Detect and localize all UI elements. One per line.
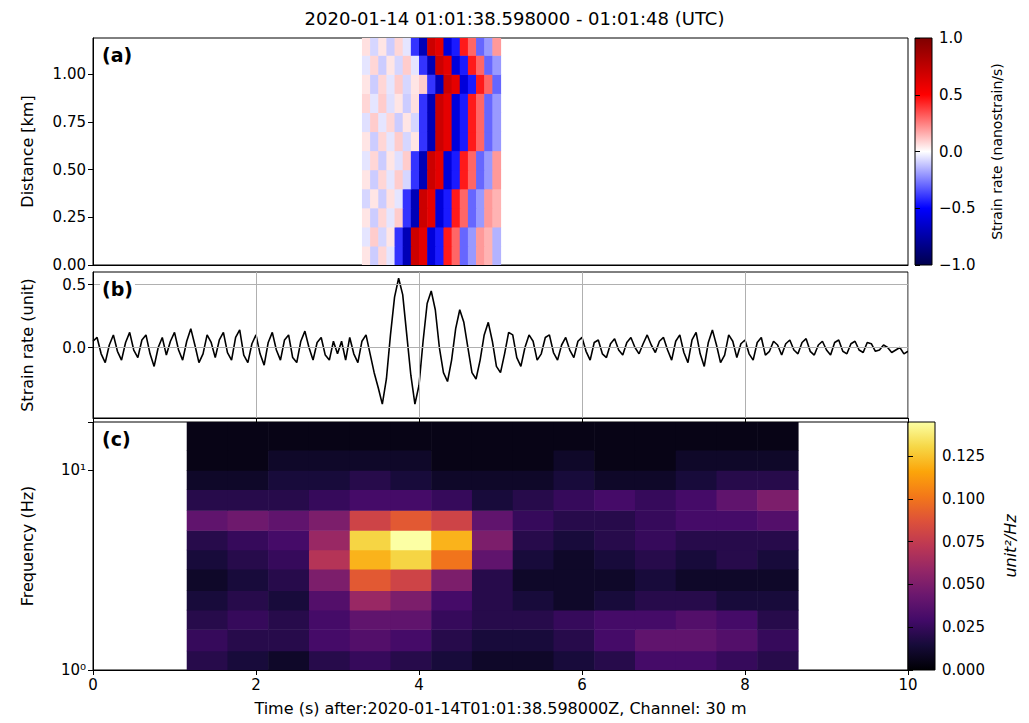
svg-text:10: 10	[898, 676, 917, 694]
svg-text:10¹: 10¹	[61, 461, 86, 479]
svg-text:Strain rate (nanostrain/s): Strain rate (nanostrain/s)	[989, 63, 1005, 240]
svg-text:0.0: 0.0	[939, 143, 963, 161]
svg-text:4: 4	[414, 676, 424, 694]
svg-text:2020-01-14 01:01:38.598000 - 0: 2020-01-14 01:01:38.598000 - 01:01:48 (U…	[305, 8, 725, 29]
svg-text:0.075: 0.075	[942, 533, 985, 551]
svg-text:0.50: 0.50	[53, 161, 86, 179]
svg-text:6: 6	[577, 676, 587, 694]
svg-text:0.000: 0.000	[942, 661, 985, 679]
svg-text:0.5: 0.5	[62, 276, 86, 294]
svg-text:unit²/Hz: unit²/Hz	[1001, 514, 1020, 578]
svg-text:0.125: 0.125	[942, 447, 985, 465]
svg-text:Time (s) after:2020-01-14T01:0: Time (s) after:2020-01-14T01:01:38.59800…	[253, 699, 746, 718]
svg-text:Strain rate (unit): Strain rate (unit)	[18, 278, 37, 412]
svg-text:0.025: 0.025	[942, 618, 985, 636]
svg-text:10⁰: 10⁰	[61, 661, 86, 679]
svg-text:0.5: 0.5	[939, 86, 963, 104]
svg-text:Distance [km]: Distance [km]	[18, 95, 37, 207]
svg-text:0.100: 0.100	[942, 490, 985, 508]
svg-text:0.25: 0.25	[53, 208, 86, 226]
svg-text:1.00: 1.00	[53, 65, 86, 83]
svg-text:(c): (c)	[102, 428, 131, 450]
svg-text:0.75: 0.75	[53, 113, 86, 131]
svg-text:−1.0: −1.0	[939, 256, 975, 274]
svg-text:2: 2	[251, 676, 261, 694]
svg-text:(a): (a)	[102, 44, 132, 66]
svg-text:−0.5: −0.5	[939, 199, 975, 217]
svg-text:0: 0	[88, 676, 98, 694]
svg-text:(b): (b)	[102, 278, 133, 300]
svg-text:0.00: 0.00	[53, 256, 86, 274]
svg-text:Frequency (Hz): Frequency (Hz)	[18, 486, 37, 607]
svg-text:8: 8	[740, 676, 750, 694]
svg-text:0.050: 0.050	[942, 575, 985, 593]
svg-text:1.0: 1.0	[939, 29, 963, 47]
svg-text:0.0: 0.0	[62, 339, 86, 357]
